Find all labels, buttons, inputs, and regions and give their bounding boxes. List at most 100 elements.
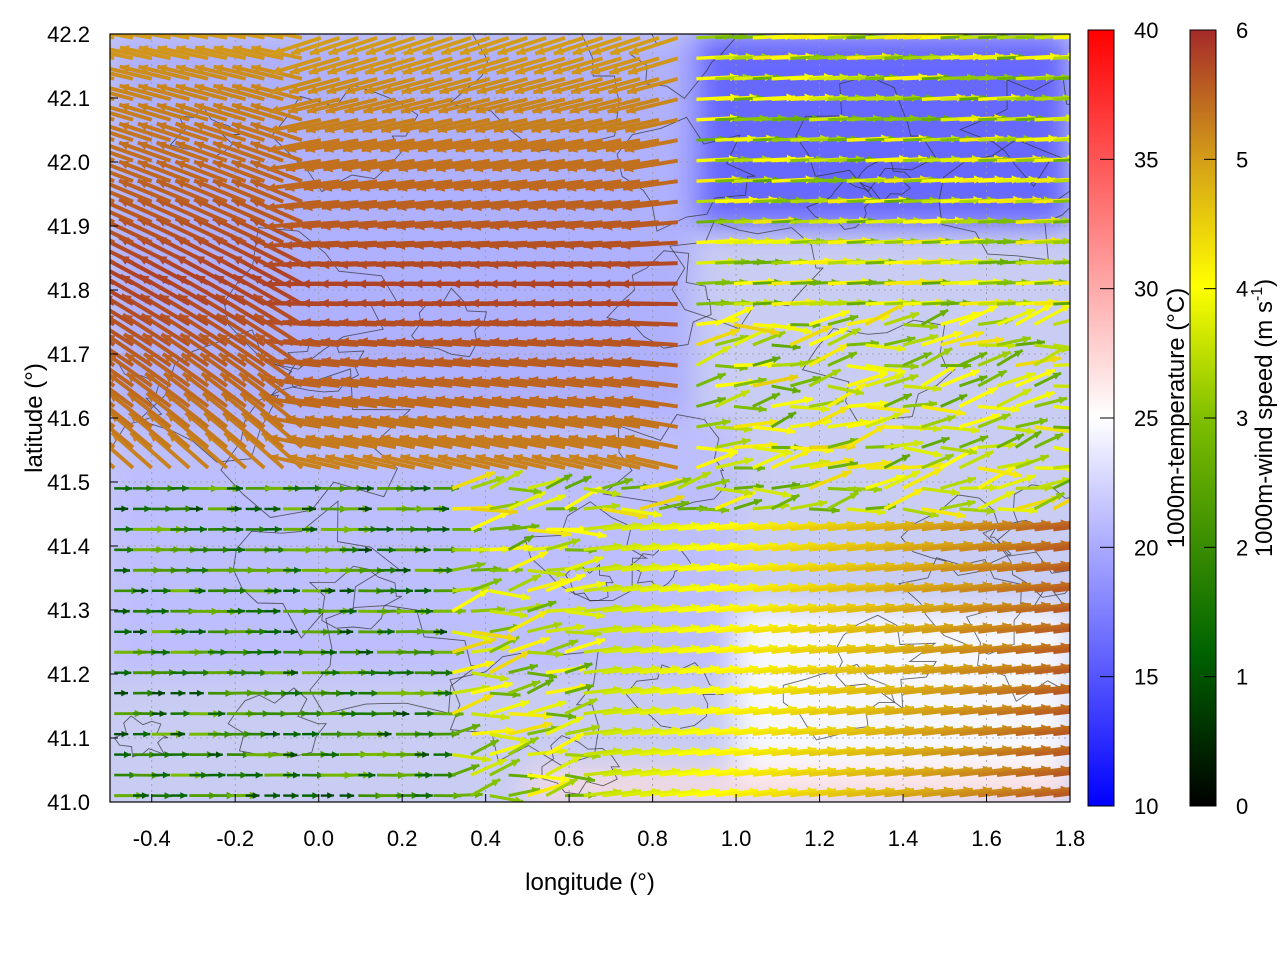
wind-arrow-head [442,526,450,533]
y-tick-label: 42.0 [47,150,90,175]
wind-arrow-head [341,183,352,192]
temperature-tick-label: 15 [1134,665,1158,690]
wind-arrow-head [477,66,488,75]
wind-arrow-head [951,488,960,497]
wind-arrow-shaft [122,332,172,368]
wind-arrow-head [232,45,243,54]
x-tick-label: 0.4 [470,826,501,851]
wind-arrow-shaft [176,293,228,327]
wind-arrow-shaft [1052,497,1070,511]
wind-arrow-head [570,105,580,114]
wind-arrow-head [966,476,976,485]
wind-arrow-head [437,434,447,444]
wind-arrow-head [558,747,567,756]
wind-arrow-head [881,459,891,468]
wind-arrow-head [536,492,546,500]
wind-arrow-head [628,66,638,75]
wind-arrow-head [424,587,432,595]
wind-arrow-head [82,142,92,150]
wind-arrow-head [378,376,389,385]
wind-arrow-shaft [1034,584,1070,593]
wind-arrow-head [585,395,596,405]
wind-arrow-head [511,414,522,424]
wind-arrow-head [406,669,414,676]
wind-arrow-head [436,414,447,424]
wind-arrow-head [236,526,244,533]
wind-arrow-head [361,414,371,424]
wind-arrow-shaft [1034,748,1070,757]
wind-arrow-head [274,587,282,595]
wind-arrow-head [583,337,594,347]
wind-arrow-head [530,144,541,153]
wind-arrow-head [601,298,611,308]
wind-arrow-head [202,34,204,35]
wind-arrow-head [273,792,280,799]
wind-arrow-head [358,221,369,231]
wind-arrow-head [196,505,203,513]
wind-arrow-head [564,318,574,327]
wind-arrow-head [556,494,566,503]
wind-arrow-head [571,538,581,546]
wind-arrow-head [588,453,599,463]
wind-arrow-head [591,724,600,732]
wind-arrow-head [489,337,500,347]
wind-arrow-shaft [110,190,134,204]
wind-arrow-head [1070,196,1079,204]
wind-arrow-head [285,395,295,405]
wind-arrow-head [1010,405,1020,414]
wind-arrow-head [322,376,332,385]
wind-arrow-head [381,124,392,134]
wind-arrow-shaft [155,197,209,225]
wind-arrow-head [583,662,593,670]
wind-arrow-shaft [1034,789,1070,798]
wind-arrow-head [197,689,204,697]
wind-arrow-shaft [621,358,678,368]
wind-arrow-head [531,453,542,463]
wind-arrow-head [604,183,614,192]
wind-arrow-shaft [620,320,678,327]
wind-arrow-head [624,434,635,444]
wind-arrow-head [680,500,689,508]
wind-label-main: 1000m-wind speed (m s [1251,301,1278,557]
wind-arrow-head [497,759,507,767]
wind-arrow-head [176,45,187,54]
wind-arrow-head [260,669,268,677]
wind-arrow-head [529,163,540,173]
wind-arrow-head [312,792,320,799]
wind-arrow-head [427,710,435,717]
wind-arrow-shaft [1053,219,1070,224]
wind-arrow-head [626,105,637,114]
wind-arrow-head [360,183,370,192]
wind-arrow-head [550,124,561,134]
wind-arrow-head [307,105,317,114]
wind-arrow-shaft [1053,55,1070,60]
wind-arrow-head [146,484,154,492]
wind-arrow-head [415,356,425,366]
wind-arrow-head [417,414,428,424]
wind-arrow-shaft [212,216,266,245]
wind-arrow-head [286,144,297,153]
wind-arrow-head [507,260,518,270]
temperature-tick-label: 10 [1134,794,1158,819]
wind-arrow-head [81,180,91,188]
wind-arrow-head [300,298,310,308]
wind-arrow-head [421,66,432,75]
wind-arrow-head [1014,350,1023,358]
wind-arrow-head [178,689,186,697]
wind-arrow-head [415,376,426,385]
wind-arrow-head [425,771,433,779]
wind-arrow-shaft [251,293,304,327]
wind-arrow-head [910,312,919,320]
wind-arrow-head [110,141,111,143]
wind-arrow-head [602,240,612,250]
wind-arrow-head [1061,304,1070,313]
wind-arrow-head [415,221,425,231]
wind-tick-label: 5 [1236,147,1248,172]
wind-arrow-head [213,122,224,131]
wind-arrow-head [63,180,73,188]
wind-arrow-head [551,105,562,114]
wind-arrow-head [382,105,392,114]
wind-arrow-head [362,434,372,444]
wind-arrow-head [305,434,316,444]
wind-arrow-head [944,454,954,462]
